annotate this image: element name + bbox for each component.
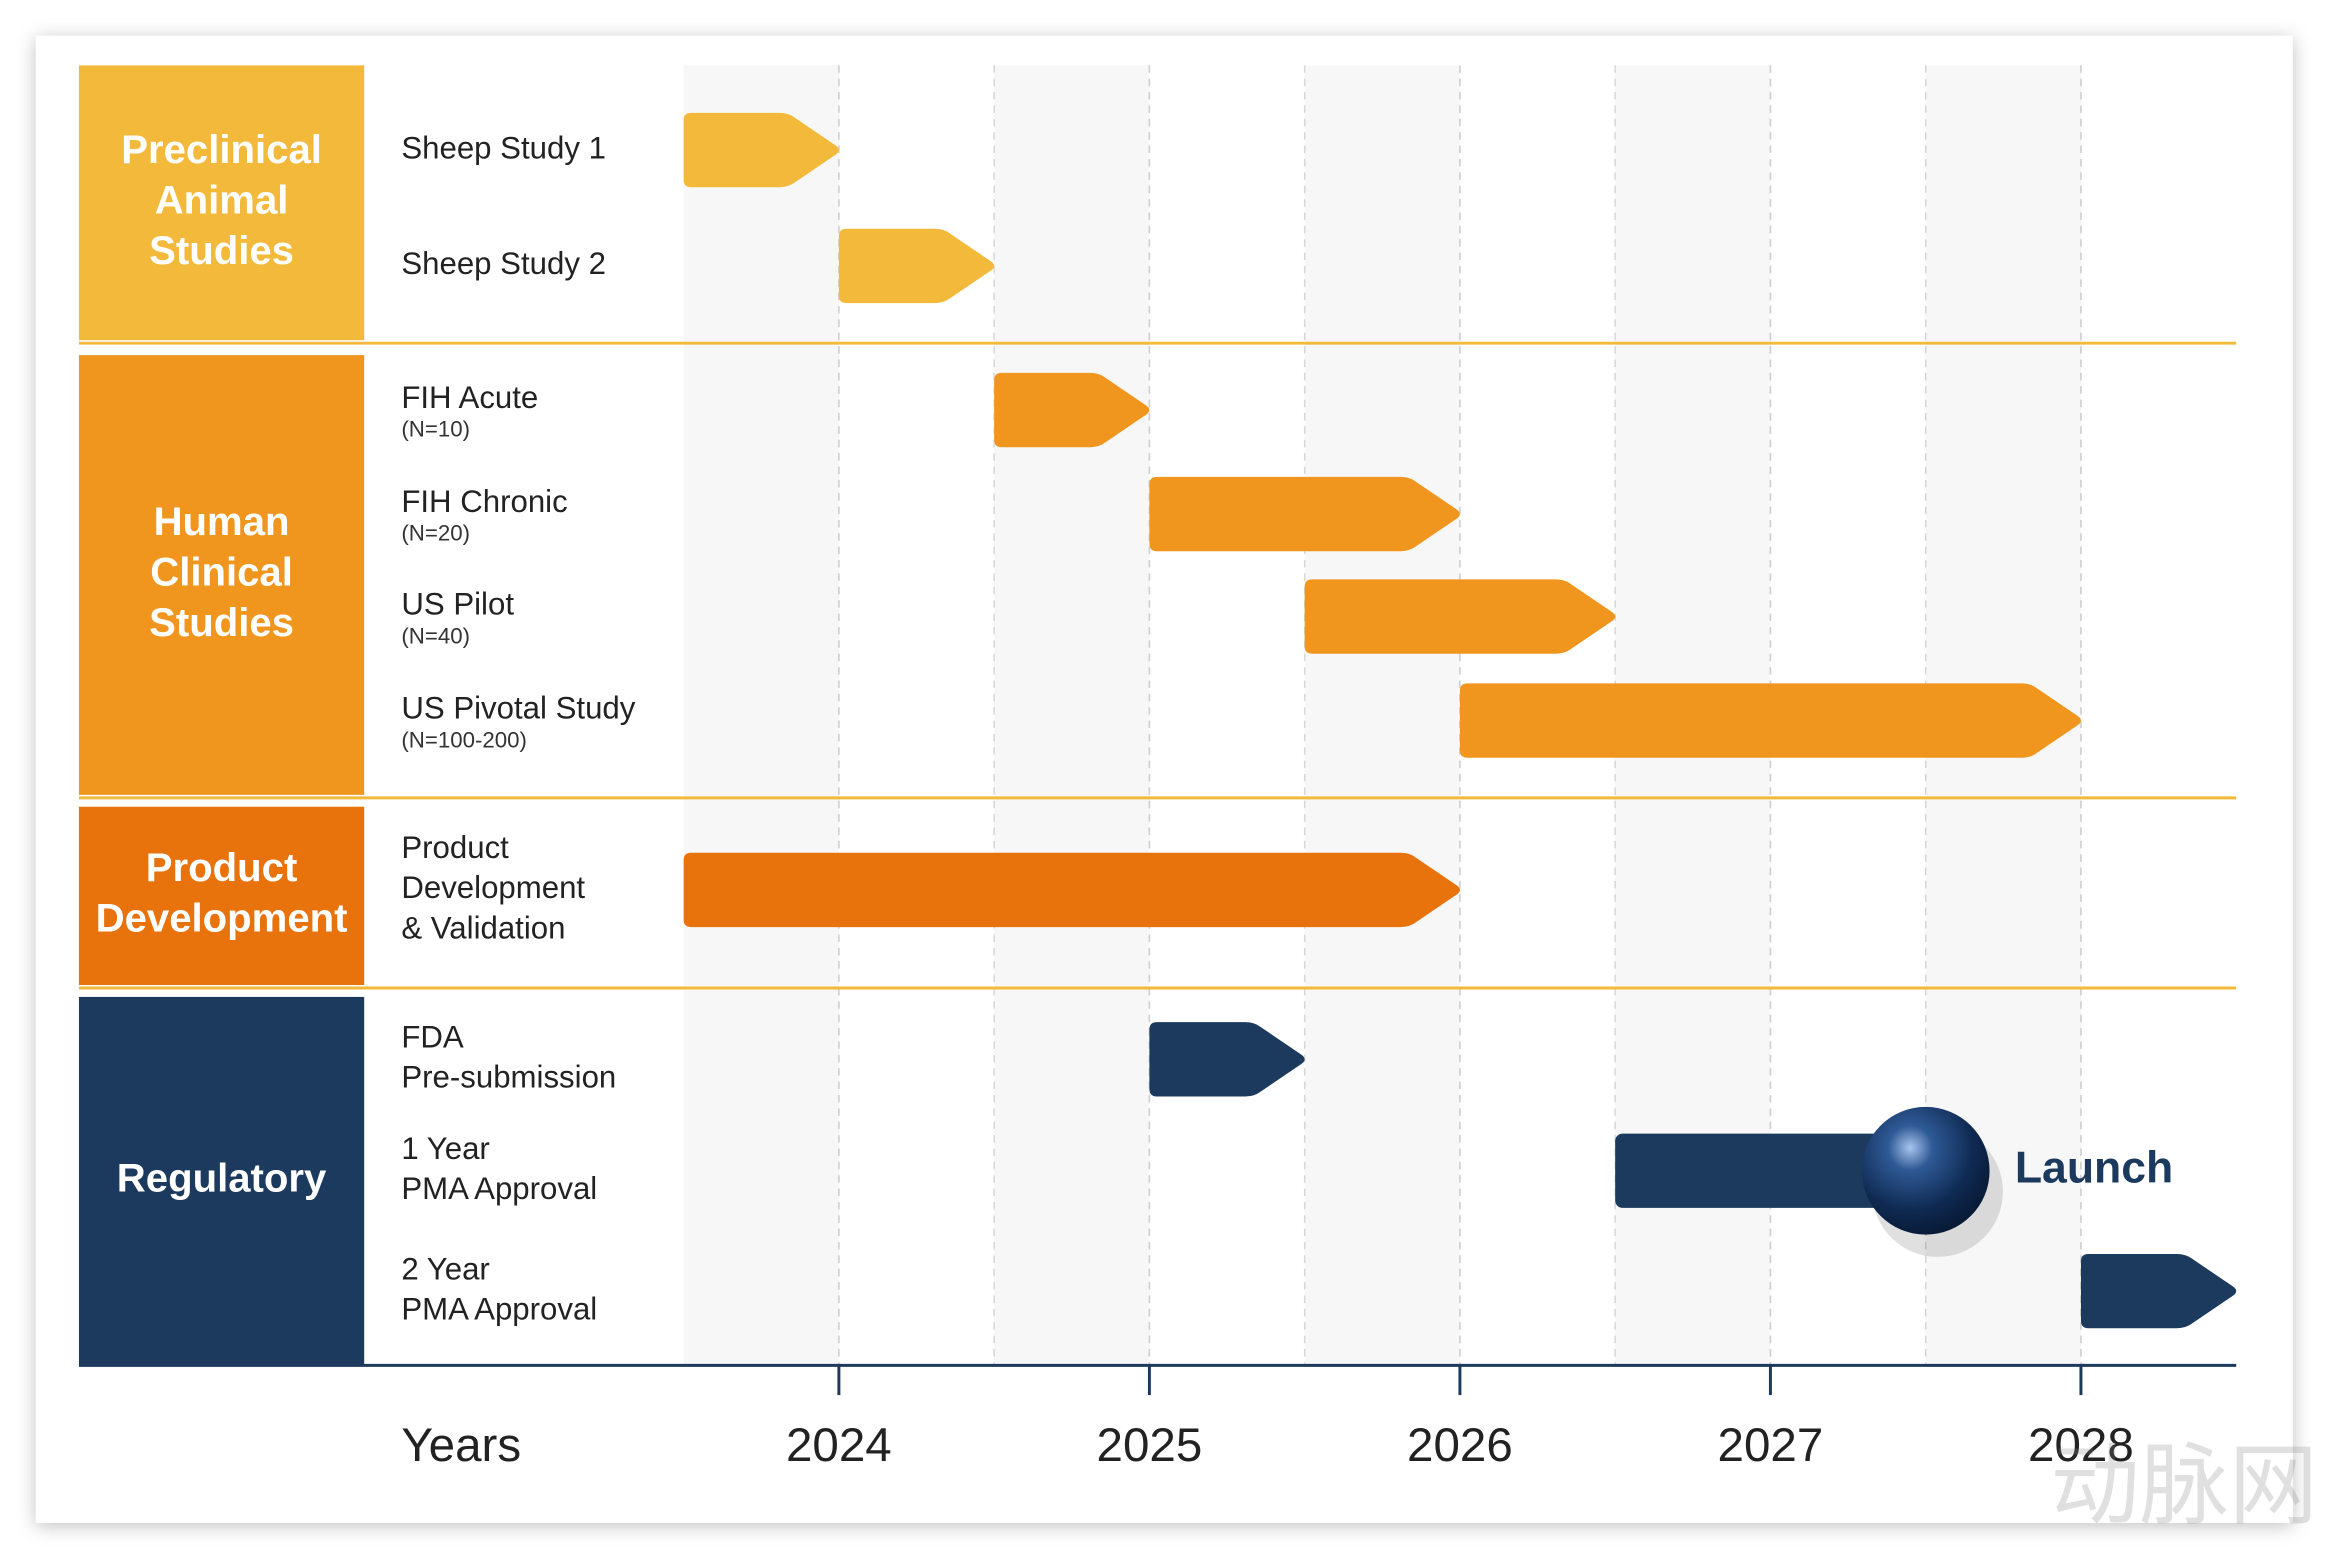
x-tick-label: 2027	[1718, 1419, 1824, 1472]
x-tick-label: 2026	[1407, 1419, 1513, 1472]
x-axis-label: Years	[401, 1419, 521, 1472]
task-label: Sheep Study 2	[401, 246, 606, 281]
group-label: Regulatory	[117, 1157, 327, 1201]
task-note: (N=40)	[401, 623, 470, 648]
group-label: Product	[146, 846, 298, 890]
task-label: Sheep Study 1	[401, 130, 606, 165]
task-note: (N=10)	[401, 417, 470, 442]
group-label: Preclinical	[121, 128, 322, 172]
bar	[683, 112, 839, 188]
group-label: Studies	[149, 601, 294, 645]
bar	[838, 228, 995, 304]
x-tick-label: 2025	[1097, 1419, 1203, 1472]
bar	[1149, 476, 1460, 552]
band	[994, 65, 1150, 1366]
group-box	[78, 806, 365, 986]
group-label: Human	[154, 500, 290, 544]
bar	[2080, 1253, 2237, 1329]
group-label: Development	[96, 897, 348, 941]
task-label: 1 Year	[401, 1131, 489, 1166]
x-tick-label: 2024	[786, 1419, 892, 1472]
task-label: PMA Approval	[401, 1291, 597, 1326]
task-label: FIH Acute	[401, 380, 538, 415]
x-tick-label: 2028	[2028, 1419, 2134, 1472]
task-label: Development	[401, 870, 585, 905]
band	[1304, 65, 1460, 1366]
bar	[1304, 579, 1616, 654]
task-label: FDA	[401, 1019, 464, 1054]
bar	[1459, 683, 2081, 758]
group-label: Animal	[155, 178, 289, 222]
group-box	[78, 996, 365, 1366]
card	[35, 35, 2293, 1523]
task-label: & Validation	[401, 910, 565, 945]
task-label: US Pilot	[401, 586, 514, 621]
task-label: PMA Approval	[401, 1171, 597, 1206]
launch-ball	[1861, 1106, 1990, 1235]
bar	[683, 852, 1460, 928]
annotation: Launch	[2015, 1144, 2173, 1193]
bar	[994, 372, 1150, 448]
task-label: FIH Chronic	[401, 484, 567, 519]
task-label: Product	[401, 830, 509, 865]
watermark: 动脉网	[2051, 1436, 2318, 1536]
group-label: Studies	[149, 229, 294, 273]
group-label: Clinical	[150, 551, 293, 595]
task-note: (N=20)	[401, 521, 470, 546]
task-label: Pre-submission	[401, 1060, 616, 1095]
bar	[1615, 1133, 1926, 1208]
task-label: US Pivotal Study	[401, 690, 635, 725]
group-box	[78, 65, 365, 341]
task-label: 2 Year	[401, 1251, 489, 1286]
band	[683, 65, 839, 1366]
group-box	[78, 355, 365, 795]
bar	[1149, 1022, 1305, 1097]
task-note: (N=100-200)	[401, 727, 527, 752]
